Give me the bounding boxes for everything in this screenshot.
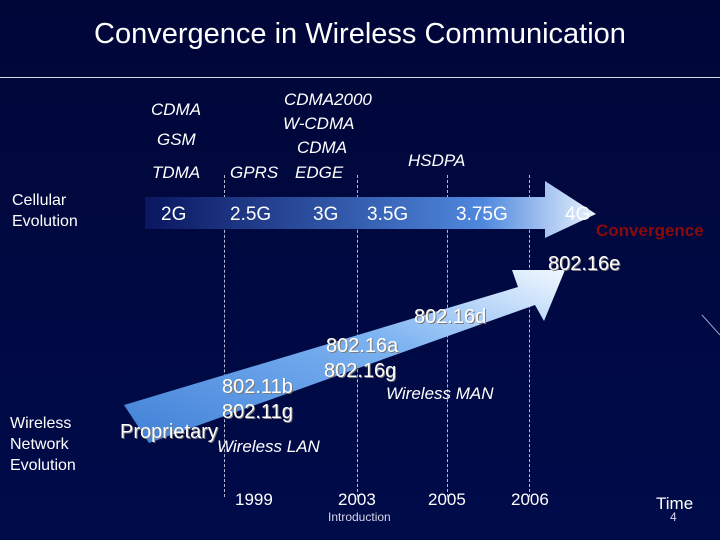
generation-2-5g: 2.5G [230, 204, 272, 225]
standard-wireless-man: Wireless MAN [386, 384, 494, 403]
decorative-stroke [701, 314, 720, 336]
slide-title: Convergence in Wireless Communication [94, 18, 626, 50]
generation-3g: 3G [313, 204, 339, 225]
cellular-evolution-arrow [145, 181, 596, 238]
standard-proprietary: Proprietary [120, 421, 218, 443]
page-number: 4 [670, 510, 677, 524]
wireless-network-evolution-arrow [124, 270, 565, 443]
standard-802-11b: 802.11b [222, 376, 293, 398]
cellular-evolution-label: Cellular Evolution [12, 192, 78, 230]
generation-4g: 4G [565, 204, 591, 225]
convergence-label: Convergence [596, 221, 704, 240]
year-2003: 2003 [338, 490, 376, 509]
standard-hsdpa: HSDPA [408, 151, 466, 170]
generation-3-5g: 3.5G [367, 204, 409, 225]
standard-802-11g: 802.11g [222, 401, 293, 423]
guide-line-1999 [224, 175, 225, 497]
standard-cdma2000: CDMA2000 [284, 90, 372, 109]
standard-gprs: GPRS [230, 163, 279, 182]
standard-cdma: CDMA [151, 100, 202, 119]
time-axis-label: Time [656, 494, 694, 513]
year-2006: 2006 [511, 490, 549, 509]
standard-802-16a: 802.16a [326, 335, 399, 357]
generation-3-75g: 3.75G [456, 204, 508, 225]
footer-text: Introduction [328, 510, 391, 524]
wireless-network-evolution-label: Wireless Network Evolution [10, 415, 76, 474]
standard-wireless-lan: Wireless LAN [217, 437, 320, 456]
year-1999: 1999 [235, 490, 273, 509]
standard-802-16d: 802.16d [414, 306, 487, 328]
standard-tdma: TDMA [152, 163, 201, 182]
standard-gsm: GSM [157, 130, 196, 149]
generation-2g: 2G [161, 204, 187, 225]
year-2005: 2005 [428, 490, 466, 509]
standard-edge: EDGE [295, 163, 344, 182]
guide-line-2006 [529, 175, 530, 497]
standard-802-16e: 802.16e [548, 253, 621, 275]
standard-wcdma: W-CDMA [283, 114, 355, 133]
standard-802-16g: 802.16g [324, 360, 397, 382]
standard-cdma-3g: CDMA [297, 138, 348, 157]
title-divider [0, 77, 720, 78]
